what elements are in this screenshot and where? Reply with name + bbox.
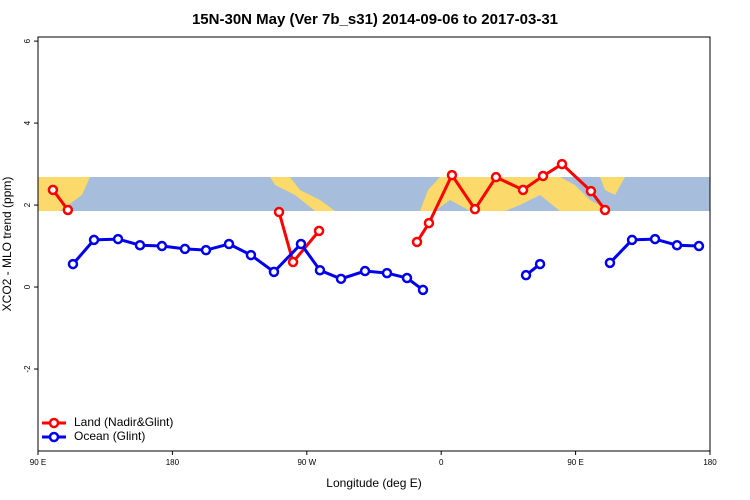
- data-point: [423, 217, 435, 229]
- data-point: [599, 204, 611, 216]
- data-point: [295, 238, 307, 250]
- data-point: [604, 257, 616, 269]
- y-tick-label: -2: [23, 365, 32, 373]
- data-point: [585, 185, 597, 197]
- data-point: [534, 258, 546, 270]
- x-tick-label: 180: [703, 458, 717, 467]
- series-line: [71, 237, 424, 292]
- data-point: [273, 206, 285, 218]
- data-point: [401, 272, 413, 284]
- map-land: [420, 177, 610, 211]
- map-land: [270, 177, 335, 211]
- data-point: [671, 239, 683, 251]
- plot-frame: [37, 36, 711, 452]
- legend-label: Land (Nadir&Glint): [74, 415, 173, 429]
- data-point: [556, 158, 568, 170]
- y-tick-label: 2: [23, 202, 32, 207]
- data-point: [469, 203, 481, 215]
- data-point: [446, 169, 458, 181]
- data-point: [537, 170, 549, 182]
- legend-marker: [48, 417, 60, 429]
- data-point: [381, 267, 393, 279]
- series-line: [415, 162, 607, 243]
- x-tick-label: 90 W: [297, 458, 316, 467]
- x-tick-label: 90 E: [30, 458, 46, 467]
- data-point: [134, 239, 146, 251]
- data-point: [649, 233, 661, 245]
- data-point: [88, 234, 100, 246]
- x-tick-label: 180: [166, 458, 180, 467]
- data-point: [626, 234, 638, 246]
- data-point: [268, 266, 280, 278]
- map-land: [600, 177, 625, 195]
- x-tick-label: 0: [439, 458, 444, 467]
- y-tick-label: 6: [23, 38, 32, 43]
- data-point: [520, 269, 532, 281]
- data-point: [112, 233, 124, 245]
- data-point: [411, 236, 423, 248]
- data-point: [179, 243, 191, 255]
- chart-title: 15N-30N May (Ver 7b_s31) 2014-09-06 to 2…: [192, 11, 558, 28]
- y-axis-label: XCO2 - MLO trend (ppm): [0, 177, 14, 312]
- data-point: [200, 244, 212, 256]
- x-axis-label: Longitude (deg E): [326, 476, 421, 490]
- data-point: [490, 171, 502, 183]
- data-point: [314, 264, 326, 276]
- y-tick-label: 4: [23, 120, 32, 125]
- x-tick-label: 90 E: [567, 458, 583, 467]
- legend-label: Ocean (Glint): [74, 429, 145, 443]
- data-point: [287, 256, 299, 268]
- data-point: [245, 249, 257, 261]
- data-point: [156, 240, 168, 252]
- y-tick-label: 0: [23, 284, 32, 289]
- data-point: [517, 184, 529, 196]
- map-band: [38, 177, 710, 211]
- data-point: [62, 204, 74, 216]
- legend-marker: [48, 431, 60, 443]
- series-line: [277, 211, 321, 266]
- data-point: [335, 273, 347, 285]
- data-point: [223, 238, 235, 250]
- data-point: [417, 284, 429, 296]
- data-point: [313, 225, 325, 237]
- data-point: [359, 265, 371, 277]
- data-point: [693, 240, 705, 252]
- data-point: [67, 258, 79, 270]
- data-point: [47, 184, 59, 196]
